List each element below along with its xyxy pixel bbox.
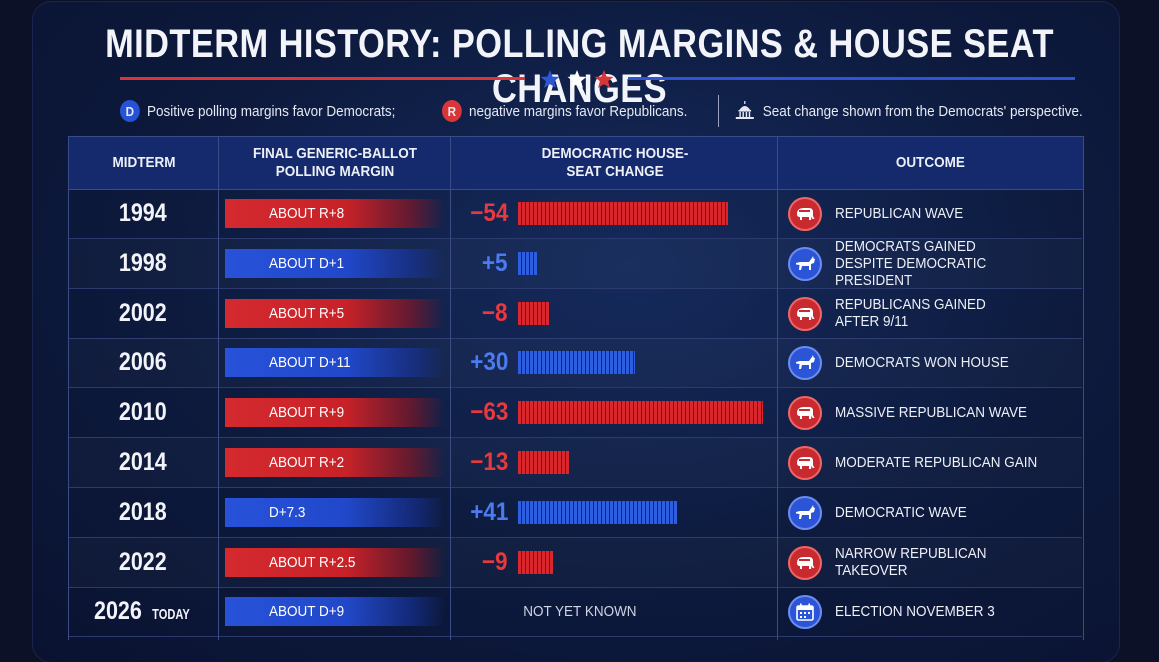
- polling-margin-bar: ABOUT D+1: [225, 248, 445, 278]
- legend-democrat: D Positive polling margins favor Democra…: [120, 99, 395, 123]
- donkey-icon: [788, 495, 822, 530]
- table-row: 1998 ABOUT D+1 +5 DEMOCRATS GAINED DESPITE …: [68, 237, 1082, 289]
- seat-change-pending: NOT YET KNOWN: [523, 603, 637, 621]
- table-row: 2026 TODAY ABOUT D+9 NOT YET KNOWN ELECTION …: [68, 587, 1082, 638]
- seat-change-bar: [518, 251, 537, 275]
- seat-change-label: +41: [469, 497, 508, 526]
- polling-margin-bar: ABOUT R+8: [225, 199, 445, 228]
- donkey-icon: [788, 346, 822, 381]
- legend-republican: R negative margins favor Republicans.: [442, 99, 687, 123]
- seat-change-bar: [518, 202, 728, 225]
- table-row: 1994 ABOUT R+8 −54 REPUBLICAN WAVE: [68, 189, 1082, 239]
- legend-seat-note: Seat change shown from the Democrats' pe…: [734, 99, 1083, 123]
- header-midterm: MIDTERM: [112, 154, 176, 171]
- table-header: MIDTERM FINAL GENERIC-BALLOT POLLING MAR…: [68, 136, 1084, 190]
- seat-change-bar: [518, 351, 635, 375]
- polling-margin-bar: ABOUT R+2: [225, 448, 445, 477]
- elephant-icon: [788, 545, 822, 580]
- polling-margin-bar: D+7.3: [225, 497, 445, 527]
- legend-seat-note-text: Seat change shown from the Democrats' pe…: [762, 102, 1083, 120]
- polling-margin-bar: ABOUT D+11: [225, 348, 445, 378]
- outcome-label: ELECTION NOVEMBER 3: [835, 603, 995, 621]
- table-row: 2002 ABOUT R+5 −8 REPUBLICANS GAINED AFTER …: [68, 289, 1082, 339]
- outcome-label: DEMOCRATS WON HOUSE: [835, 354, 1009, 372]
- outcome-label: DEMOCRATIC WAVE: [835, 503, 967, 521]
- legend: D Positive polling margins favor Democra…: [120, 95, 1083, 127]
- header-outcome: OUTCOME: [895, 154, 965, 171]
- table-row: 2018 D+7.3 +41 DEMOCRATIC WAVE: [68, 488, 1082, 538]
- calendar-icon: [788, 595, 822, 630]
- seat-change-label: +30: [469, 348, 508, 377]
- elephant-icon: [788, 396, 822, 431]
- midterm-year: 1994: [119, 199, 167, 227]
- table-row: 2014 ABOUT R+2 −13 MODERATE REPUBLICAN GAIN: [68, 438, 1082, 488]
- polling-margin-label: ABOUT R+2: [269, 454, 345, 471]
- polling-margin-label: ABOUT R+5: [269, 304, 345, 322]
- table-row: 2006 ABOUT D+11 +30 DEMOCRATS WON HOUSE: [68, 338, 1082, 389]
- table-row: 2010 ABOUT R+9 −63 MASSIVE REPUBLICAN WAVE: [68, 388, 1082, 439]
- midterm-year: 1998: [119, 248, 167, 277]
- seat-change-bar: [518, 451, 569, 474]
- seat-change-bar: [518, 500, 677, 524]
- column-divider: [450, 136, 451, 640]
- legend-democrat-text: Positive polling margins favor Democrats…: [147, 102, 396, 120]
- title-rule-blue: [628, 77, 1075, 80]
- page-title: MIDTERM HISTORY: POLLING MARGINS & HOUSE…: [105, 22, 1054, 111]
- donkey-icon: [788, 246, 822, 281]
- outcome-label: MASSIVE REPUBLICAN WAVE: [835, 404, 1028, 422]
- seat-change-label: −54: [469, 199, 508, 227]
- title-rule-red: [120, 77, 525, 80]
- column-divider: [777, 136, 778, 640]
- seat-change-bar: [518, 550, 553, 574]
- infographic-frame: [33, 2, 1119, 662]
- polling-margin-label: ABOUT R+9: [269, 404, 345, 422]
- midterm-year: 2002: [119, 298, 167, 327]
- republican-badge-icon: R: [442, 100, 462, 122]
- seat-change-bar: [518, 301, 549, 325]
- legend-republican-text: negative margins favor Republicans.: [469, 102, 688, 120]
- polling-margin-bar: ABOUT R+2.5: [225, 547, 445, 577]
- midterm-year-note: TODAY: [151, 606, 190, 624]
- header-seat-change: DEMOCRATIC HOUSE-SEAT CHANGE: [541, 145, 688, 180]
- seat-change-label: −8: [482, 298, 508, 327]
- seat-change-label: −13: [469, 448, 508, 476]
- stars-icon: [535, 68, 625, 90]
- column-divider: [218, 136, 219, 640]
- polling-margin-label: D+7.3: [269, 503, 306, 521]
- seat-change-label: −9: [482, 547, 508, 576]
- polling-margin-label: ABOUT D+11: [269, 354, 351, 372]
- outcome-label: DEMOCRATS GAINED DESPITE DEMOCRATIC PRES…: [835, 237, 987, 289]
- header-polling: FINAL GENERIC-BALLOT POLLING MARGIN: [253, 145, 417, 180]
- outcome-label: NARROW REPUBLICAN TAKEOVER: [835, 545, 987, 580]
- outcome-label: MODERATE REPUBLICAN GAIN: [835, 454, 1038, 471]
- column-divider: [1083, 136, 1084, 640]
- column-divider: [68, 136, 69, 640]
- table-row: 2022 ABOUT R+2.5 −9 NARROW REPUBLICAN TAKEO…: [68, 538, 1082, 588]
- seat-change-label: −63: [469, 398, 508, 427]
- midterm-year: 2026 TODAY: [93, 597, 190, 626]
- polling-margin-label: ABOUT R+8: [269, 205, 345, 222]
- legend-divider: [718, 95, 719, 127]
- elephant-icon: [788, 197, 822, 231]
- polling-margin-bar: ABOUT D+9: [225, 597, 445, 627]
- midterm-year: 2022: [119, 547, 167, 576]
- polling-margin-label: ABOUT D+9: [269, 603, 345, 621]
- democrat-badge-icon: D: [120, 100, 140, 122]
- elephant-icon: [788, 446, 822, 480]
- polling-margin-label: ABOUT D+1: [269, 254, 345, 272]
- midterm-table: MIDTERM FINAL GENERIC-BALLOT POLLING MAR…: [68, 136, 1084, 640]
- outcome-label: REPUBLICANS GAINED AFTER 9/11: [835, 296, 986, 331]
- midterm-year: 2014: [119, 448, 167, 476]
- elephant-icon: [788, 296, 822, 331]
- midterm-year: 2006: [119, 348, 167, 377]
- polling-margin-bar: ABOUT R+9: [225, 398, 445, 428]
- seat-change-label: +5: [482, 248, 508, 277]
- seat-change-bar: [518, 401, 763, 425]
- capitol-icon: [734, 101, 756, 121]
- polling-margin-bar: ABOUT R+5: [225, 298, 445, 328]
- midterm-year: 2018: [119, 497, 167, 526]
- polling-margin-label: ABOUT R+2.5: [269, 553, 356, 571]
- midterm-year: 2010: [119, 398, 167, 427]
- outcome-label: REPUBLICAN WAVE: [835, 205, 964, 222]
